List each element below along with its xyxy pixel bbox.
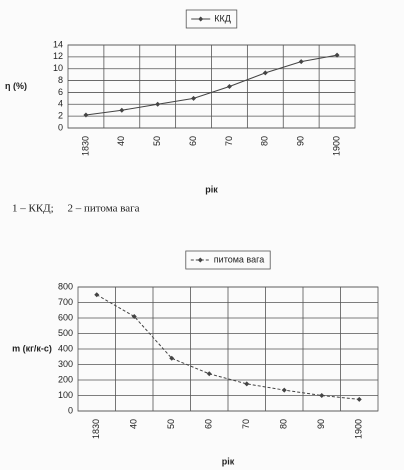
- y-tick-label: 10: [53, 63, 63, 73]
- y-tick-label: 300: [58, 359, 73, 369]
- data-point: [191, 95, 197, 101]
- y-tick-label: 100: [58, 390, 73, 400]
- data-point: [169, 355, 175, 361]
- x-tick-label: 40: [116, 136, 126, 146]
- y-axis-title: m (кг/к-с): [12, 343, 52, 353]
- legend-box: [185, 9, 238, 29]
- x-tick-label: 90: [316, 419, 326, 429]
- data-point: [356, 396, 362, 402]
- x-tick-label: 1830: [91, 419, 101, 439]
- x-tick-label: 80: [279, 419, 289, 429]
- data-point: [119, 107, 125, 113]
- data-point: [319, 393, 325, 398]
- data-point: [226, 84, 232, 89]
- x-tick-label: 50: [166, 419, 176, 429]
- data-point: [155, 101, 161, 107]
- x-tick-label: 60: [204, 419, 214, 429]
- x-tick-label: 60: [188, 136, 198, 146]
- y-tick-label: 12: [53, 51, 63, 61]
- y-tick-label: 8: [58, 75, 63, 85]
- y-tick-label: 700: [58, 297, 73, 307]
- y-tick-label: 0: [68, 405, 73, 415]
- legend-label: ККД: [214, 13, 231, 23]
- data-point: [244, 381, 250, 387]
- y-tick-label: 14: [53, 39, 63, 49]
- x-tick-label: 1900: [354, 419, 364, 439]
- x-tick-label: 80: [260, 136, 270, 146]
- x-tick-label: 1830: [80, 136, 90, 156]
- series-line: [85, 54, 338, 116]
- data-point: [206, 371, 212, 377]
- y-tick-label: 0: [58, 122, 63, 132]
- x-axis-title: рік: [205, 184, 218, 194]
- data-point: [262, 70, 268, 76]
- y-axis-title: η (%): [5, 81, 27, 91]
- y-tick-label: 400: [58, 343, 73, 353]
- x-tick-label: 90: [296, 136, 306, 146]
- data-point: [94, 292, 100, 298]
- caption: 1 – ККД; 2 – питома вага: [12, 203, 140, 215]
- x-tick-label: 1900: [331, 136, 341, 156]
- legend-marker: [197, 257, 203, 263]
- data-point: [298, 59, 304, 65]
- data-point: [334, 52, 340, 58]
- data-point: [281, 387, 287, 393]
- data-point: [83, 112, 89, 118]
- y-tick-label: 600: [58, 312, 73, 322]
- series-line: [96, 294, 360, 400]
- x-tick-label: 70: [241, 419, 251, 429]
- x-axis-title: рік: [222, 456, 235, 466]
- legend-label: питома вага: [214, 254, 264, 264]
- y-tick-label: 800: [58, 281, 73, 291]
- y-tick-label: 6: [58, 87, 63, 97]
- x-tick-label: 40: [129, 419, 139, 429]
- x-tick-label: 50: [152, 136, 162, 146]
- legend-box: [185, 250, 271, 270]
- y-tick-label: 2: [58, 111, 63, 121]
- y-tick-label: 200: [58, 374, 73, 384]
- legend-marker: [198, 16, 204, 22]
- y-tick-label: 4: [58, 99, 63, 109]
- data-point: [131, 313, 137, 319]
- x-tick-label: 70: [224, 136, 234, 146]
- y-tick-label: 500: [58, 328, 73, 338]
